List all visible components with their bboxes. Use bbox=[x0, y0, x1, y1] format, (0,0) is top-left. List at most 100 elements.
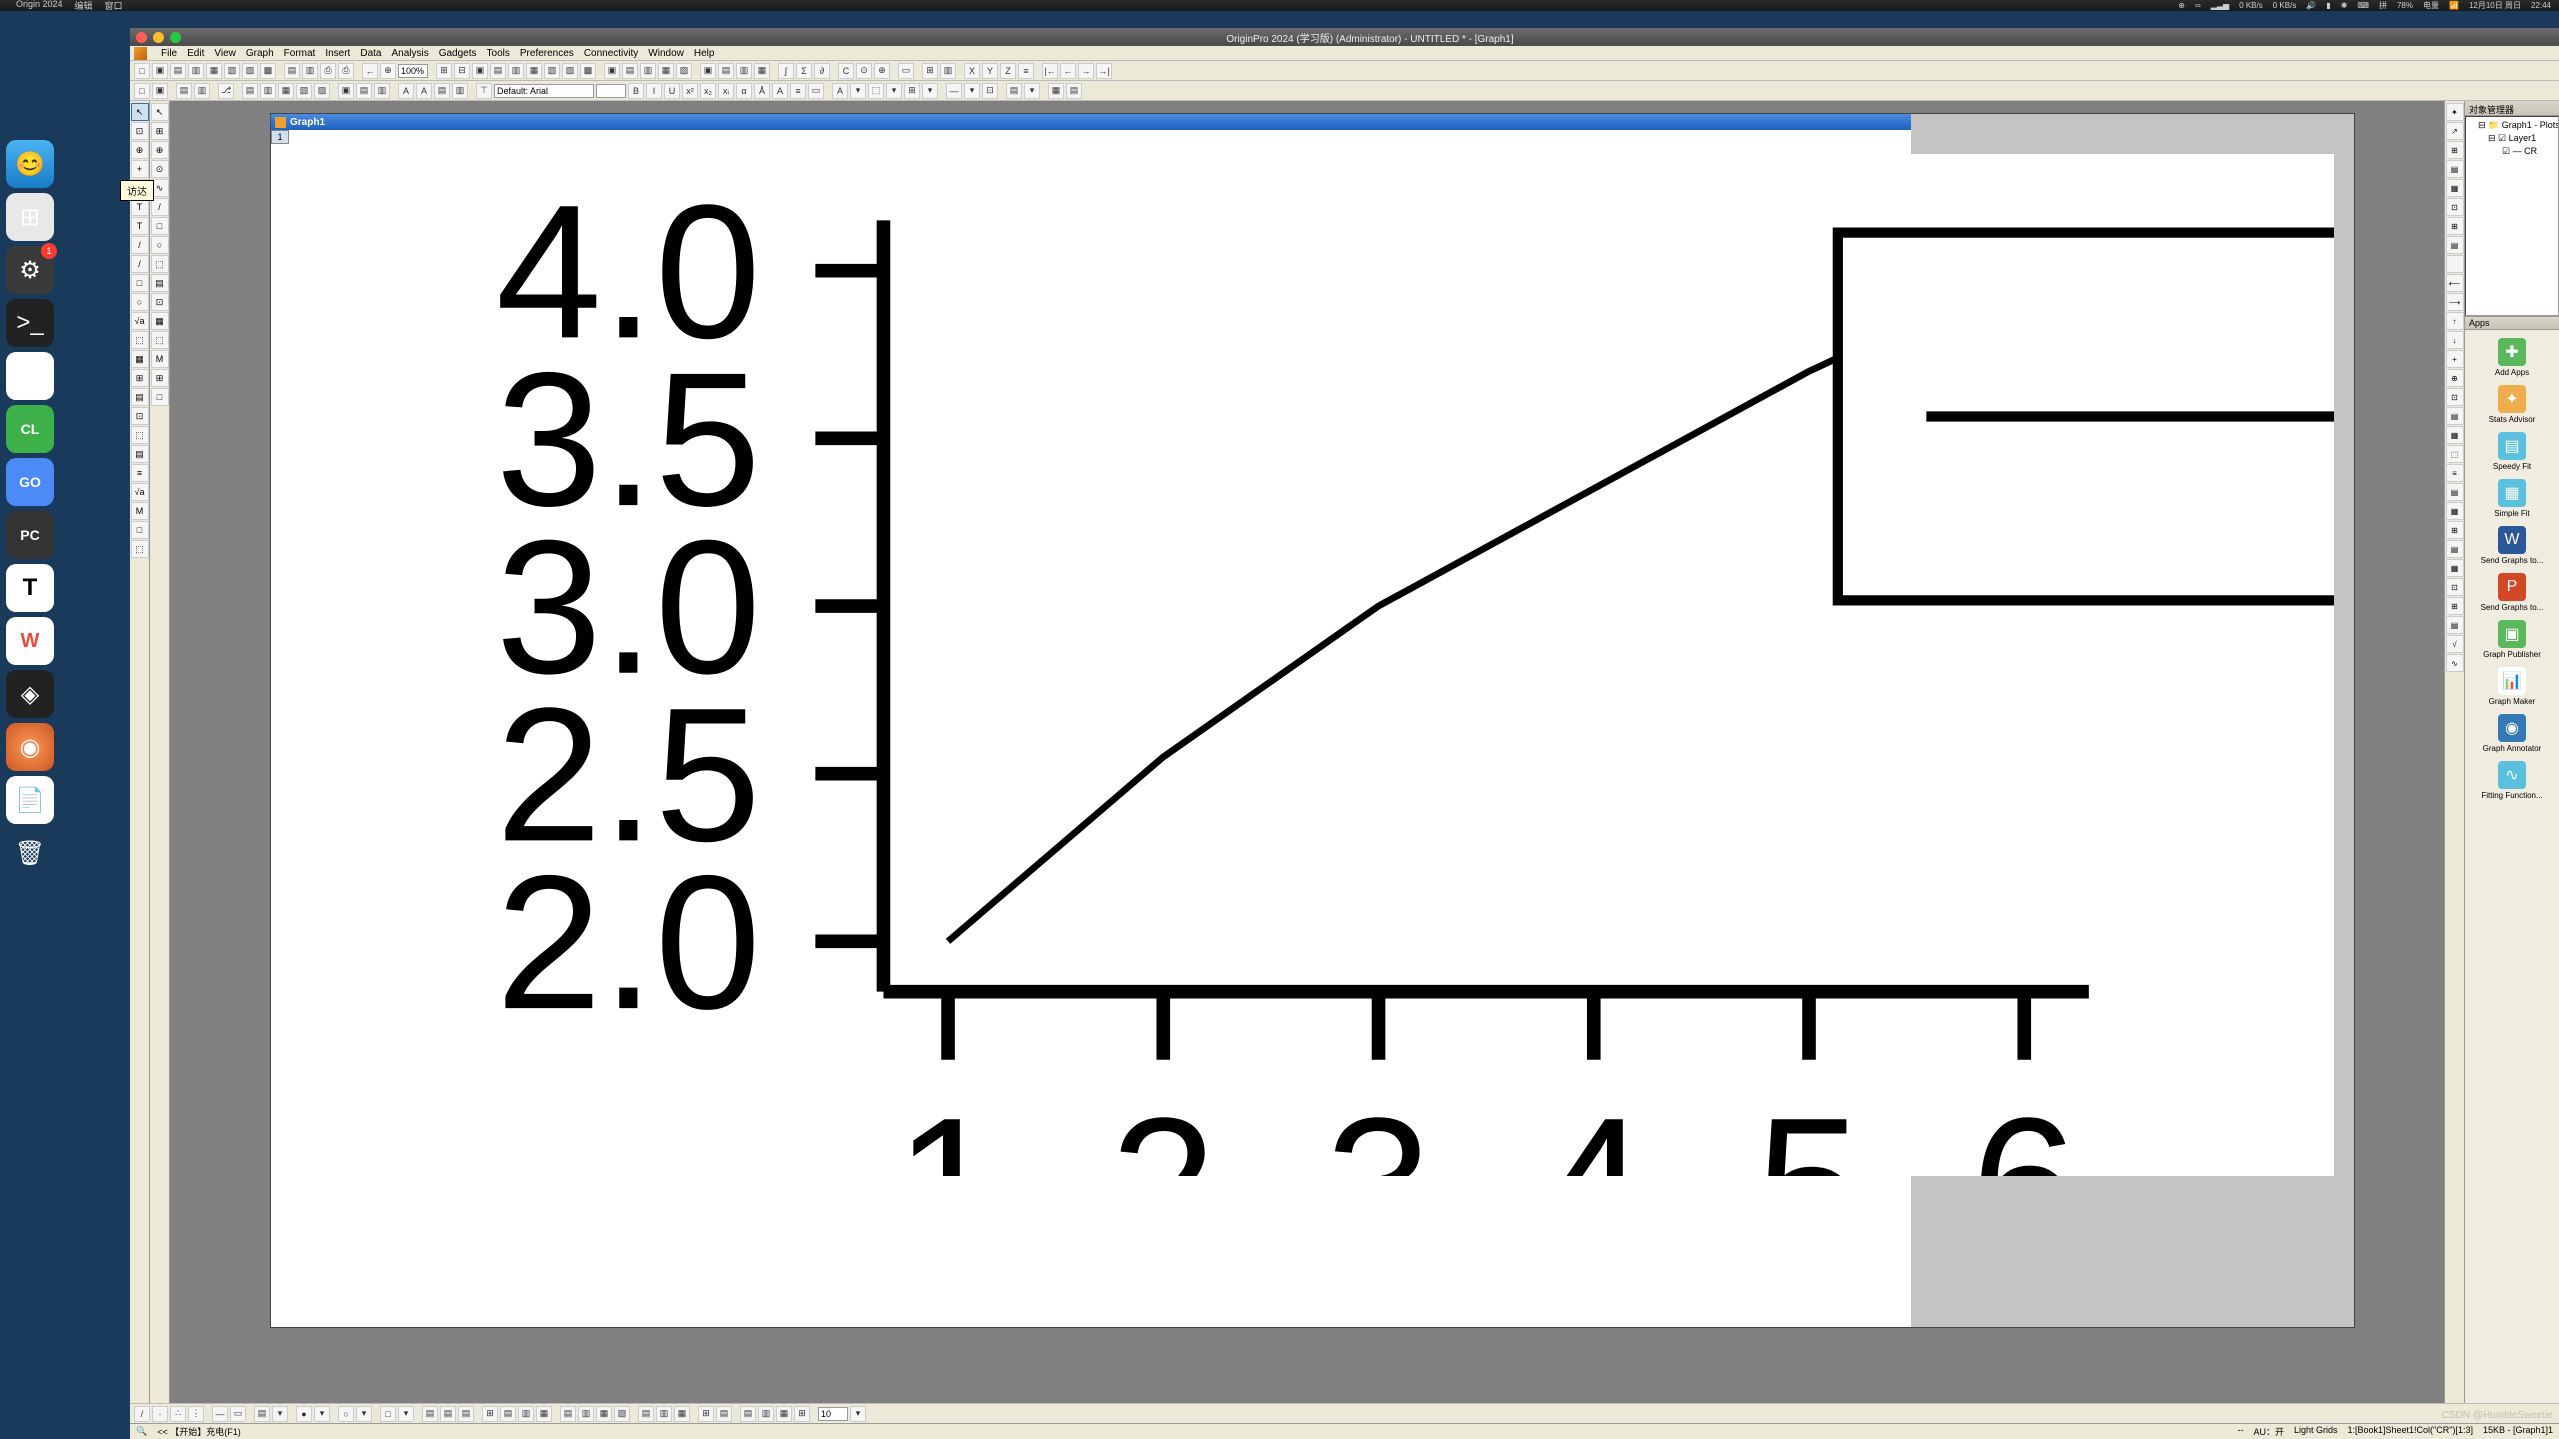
toolbar-button[interactable]: ▥ bbox=[518, 1406, 534, 1422]
tool-button[interactable]: ↓ bbox=[2446, 331, 2464, 349]
menu-data[interactable]: Data bbox=[360, 48, 381, 59]
tool-button[interactable]: ≡ bbox=[131, 464, 149, 482]
toolbar-button[interactable]: ▤ bbox=[638, 1406, 654, 1422]
graph-window[interactable]: Graph1 1 1234562.02.53.03.54.0window_siz… bbox=[270, 113, 2355, 1328]
settings-icon[interactable]: ⚙1 bbox=[6, 246, 54, 294]
toolbar-button[interactable]: ▤ bbox=[716, 1406, 732, 1422]
tool-button[interactable]: ⟶ bbox=[2446, 293, 2464, 311]
toolbar-button[interactable]: x₂ bbox=[700, 83, 716, 99]
toolbar-button[interactable]: ⎙ bbox=[338, 63, 354, 79]
graph-publisher[interactable]: ▣Graph Publisher bbox=[2483, 620, 2541, 659]
finder-icon[interactable]: 😊 bbox=[6, 140, 54, 188]
status-icon[interactable]: ∞ bbox=[2195, 1, 2201, 10]
notes-icon[interactable]: 📄 bbox=[6, 776, 54, 824]
menu-file[interactable]: File bbox=[161, 48, 177, 59]
net-graph-icon[interactable]: ▂▃▅ bbox=[2211, 1, 2229, 10]
toolbar-button[interactable]: ⊕ bbox=[380, 63, 396, 79]
toolbar-button[interactable]: ⊞ bbox=[794, 1406, 810, 1422]
display-icon[interactable]: ⌨ bbox=[2357, 1, 2369, 10]
status-rescale-icon[interactable]: 🔍 bbox=[136, 1426, 147, 1437]
menu-edit[interactable]: 编辑 bbox=[75, 0, 93, 12]
toolbar-button[interactable]: □ bbox=[134, 83, 150, 99]
toolbar-button[interactable]: A bbox=[398, 83, 414, 99]
tool-button[interactable]: ▤ bbox=[2446, 236, 2464, 254]
tool-button[interactable]: □ bbox=[131, 521, 149, 539]
toolbar-button[interactable]: ∴ bbox=[170, 1406, 186, 1422]
toolbar-button[interactable]: ⎙ bbox=[320, 63, 336, 79]
toolbar-button[interactable]: ▥ bbox=[578, 1406, 594, 1422]
tool-button[interactable]: / bbox=[131, 255, 149, 273]
toolbar-button[interactable]: ▥ bbox=[758, 1406, 774, 1422]
menu-analysis[interactable]: Analysis bbox=[391, 48, 428, 59]
toolbar-button[interactable]: ▤ bbox=[1066, 83, 1082, 99]
tool-button[interactable]: ⬚ bbox=[151, 255, 169, 273]
tool-button[interactable]: ⬚ bbox=[131, 331, 149, 349]
toolbar-button[interactable]: Å bbox=[754, 83, 770, 99]
menu-tools[interactable]: Tools bbox=[487, 48, 510, 59]
toolbar-button[interactable]: ▨ bbox=[562, 63, 578, 79]
menu-window[interactable]: 窗口 bbox=[105, 0, 123, 12]
tool-button[interactable]: ⊞ bbox=[151, 369, 169, 387]
toolbar-button[interactable]: ▣ bbox=[700, 63, 716, 79]
chart-plot[interactable]: 1234562.02.53.03.54.0window_sizeCRCR bbox=[291, 154, 2334, 1176]
toolbar-button[interactable]: ⊞ bbox=[436, 63, 452, 79]
menu-graph[interactable]: Graph bbox=[246, 48, 274, 59]
toolbar-button[interactable]: ▩ bbox=[260, 63, 276, 79]
toolbar-button[interactable]: ▤ bbox=[434, 83, 450, 99]
toolbar-button[interactable]: ▾ bbox=[314, 1406, 330, 1422]
toolbar-button[interactable]: A bbox=[416, 83, 432, 99]
tool-button[interactable]: ↑ bbox=[2446, 312, 2464, 330]
tool-button[interactable]: ⊡ bbox=[131, 407, 149, 425]
toolbar-button[interactable]: ▦ bbox=[1048, 83, 1064, 99]
toolbar-button[interactable]: ▦ bbox=[674, 1406, 690, 1422]
toolbar-button[interactable]: ▤ bbox=[622, 63, 638, 79]
tool-button[interactable]: ⊙ bbox=[151, 160, 169, 178]
tool-button[interactable]: ↗ bbox=[2446, 122, 2464, 140]
toolbar-button[interactable]: ▾ bbox=[398, 1406, 414, 1422]
typora-icon[interactable]: T bbox=[6, 564, 54, 612]
tool-button[interactable]: ○ bbox=[151, 236, 169, 254]
toolbar-button[interactable]: ▭ bbox=[898, 63, 914, 79]
toolbar-button[interactable]: ▨ bbox=[314, 83, 330, 99]
menu-preferences[interactable]: Preferences bbox=[520, 48, 574, 59]
origin-icon[interactable]: ◉ bbox=[6, 723, 54, 771]
fontsize-input[interactable] bbox=[596, 84, 626, 98]
fitting-function[interactable]: ∿Fitting Function... bbox=[2481, 761, 2542, 800]
tool-button[interactable]: ▤ bbox=[131, 445, 149, 463]
toolbar-button[interactable]: ▨ bbox=[242, 63, 258, 79]
tool-button[interactable]: ▤ bbox=[2446, 160, 2464, 178]
tool-button[interactable]: ▤ bbox=[2446, 407, 2464, 425]
goland-icon[interactable]: GO bbox=[6, 458, 54, 506]
tool-button[interactable]: ⬚ bbox=[151, 331, 169, 349]
menu-gadgets[interactable]: Gadgets bbox=[439, 48, 477, 59]
toolbar-button[interactable]: ▥ bbox=[508, 63, 524, 79]
toolbar-button[interactable]: ▧ bbox=[614, 1406, 630, 1422]
tool-button[interactable]: ⊞ bbox=[2446, 141, 2464, 159]
toolbar-button[interactable]: ▾ bbox=[272, 1406, 288, 1422]
toolbar-button[interactable]: ▧ bbox=[296, 83, 312, 99]
tool-button[interactable]: ▤ bbox=[2446, 616, 2464, 634]
toolbar-button[interactable]: ▭ bbox=[230, 1406, 246, 1422]
toolbar-button[interactable]: ▣ bbox=[604, 63, 620, 79]
toolbar-button[interactable]: ▥ bbox=[188, 63, 204, 79]
toolbar-button[interactable]: ▩ bbox=[580, 63, 596, 79]
toolbar-button[interactable]: ▧ bbox=[224, 63, 240, 79]
toolbar-button[interactable]: ▦ bbox=[526, 63, 542, 79]
toolbar-button[interactable]: Σ bbox=[796, 63, 812, 79]
tool-button[interactable]: M bbox=[131, 502, 149, 520]
tool-button[interactable]: ⊡ bbox=[2446, 388, 2464, 406]
toolbar-button[interactable]: A bbox=[832, 83, 848, 99]
menu-view[interactable]: View bbox=[214, 48, 236, 59]
tool-button[interactable]: ✦ bbox=[2446, 103, 2464, 121]
chrome-icon[interactable]: ◉ bbox=[6, 352, 54, 400]
cursor-icon[interactable]: ◈ bbox=[6, 670, 54, 718]
toolbar-button[interactable]: / bbox=[134, 1406, 150, 1422]
tool-button[interactable]: ▤ bbox=[151, 274, 169, 292]
toolbar-button[interactable]: X bbox=[964, 63, 980, 79]
tool-button[interactable]: ⊞ bbox=[131, 369, 149, 387]
add-apps[interactable]: ✚Add Apps bbox=[2495, 338, 2529, 377]
tool-button[interactable]: ⊡ bbox=[131, 122, 149, 140]
toolbar-button[interactable]: ▥ bbox=[940, 63, 956, 79]
bluetooth-icon[interactable]: ✱ bbox=[2341, 1, 2348, 10]
toolbar-button[interactable]: ⊟ bbox=[454, 63, 470, 79]
